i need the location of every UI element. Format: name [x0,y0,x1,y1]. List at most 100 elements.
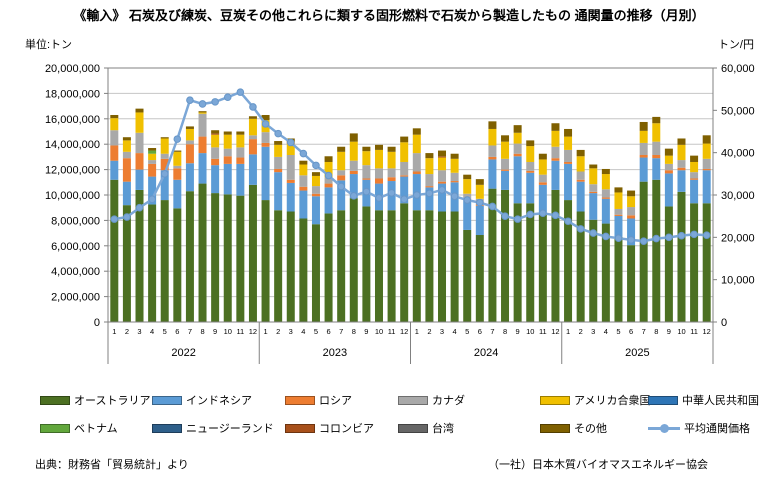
bar-segment [374,210,383,322]
bar-segment [223,148,232,157]
bar-segment [387,151,396,169]
price-line-marker [249,103,257,111]
legend-item-3: ロシア [285,392,352,408]
bar-segment [400,136,409,143]
bar-segment [311,172,320,176]
bar-segment [324,187,333,214]
bar-segment [160,170,169,201]
bar-segment [438,170,447,182]
month-tick-label: 5 [465,327,469,336]
month-tick-label: 3 [137,327,141,336]
bar-segment [274,156,283,169]
bar-segment [639,130,648,143]
bar-segment [387,168,396,178]
legend-item-1: オーストラリア [40,392,150,408]
bar-segment [677,138,686,145]
bar-segment [311,186,320,194]
month-tick-label: 9 [667,327,671,336]
bar-segment [702,203,711,322]
bar-segment [601,174,610,190]
bar-segment [160,137,169,139]
bar-segment [299,218,308,322]
year-tick-label: 2023 [323,347,347,359]
month-tick-label: 7 [642,327,646,336]
price-line-marker [387,189,396,197]
month-tick-label: 8 [503,327,507,336]
legend-item-8: ニュージーランド [152,420,274,436]
bar-segment [110,130,119,146]
month-tick-label: 6 [478,327,482,336]
bar-segment [324,177,333,184]
bar-segment [248,184,257,322]
legend-color-swatch [540,395,570,405]
bar-segment [261,142,270,147]
bar-segment [614,236,623,322]
bar-segment [601,197,610,199]
bar-segment [198,183,207,322]
bar-segment [450,153,459,159]
price-line-marker [602,232,610,241]
month-tick-label: 12 [249,327,257,336]
bar-segment [690,178,699,180]
bar-segment [274,172,283,211]
bar-segment [475,184,484,199]
bar-segment [639,181,648,322]
bar-segment [576,171,585,180]
legend-color-swatch [40,395,70,405]
price-line-marker [463,196,472,204]
bar-segment [211,133,220,135]
left-axis-tick-label: 12,000,000 [45,165,100,177]
bar-segment [702,168,711,171]
bar-segment [311,193,320,197]
bar-segment [148,160,157,164]
bar-segment [702,143,711,159]
right-axis-tick-label: 10,000 [721,275,755,287]
bar-segment [110,114,119,119]
legend-item-2: インドネシア [152,392,252,408]
left-axis-tick-label: 18,000,000 [45,88,100,100]
month-tick-label: 5 [163,327,167,336]
bar-segment [564,163,573,201]
bar-segment [450,211,459,322]
bar-segment [400,176,409,204]
bar-segment [160,158,169,171]
bar-segment [664,173,673,207]
bar-segment [274,168,283,173]
price-line-marker [274,129,282,138]
legend-item-12: 平均通関価格 [648,420,750,436]
bar-segment [412,134,421,154]
bar-segment [337,180,346,211]
bar-segment [160,153,169,159]
month-tick-label: 7 [490,327,494,336]
bar-segment [425,174,434,187]
month-tick-label: 4 [301,327,305,336]
bar-segment [324,161,333,178]
bar-segment [450,172,459,182]
bar-segment [652,123,661,142]
bar-segment [148,148,157,151]
bar-segment [110,160,119,180]
price-line-marker [526,210,535,219]
bar-segment [513,143,522,154]
bar-segment [211,158,220,166]
bar-segment [475,205,484,236]
bar-segment [601,189,610,198]
bar-segment [261,200,270,322]
price-line-marker [160,170,169,178]
right-axis-tick-label: 0 [721,317,727,329]
month-tick-label: 9 [364,327,368,336]
right-axis-unit-label: トン/円 [717,39,754,51]
bar-segment [425,153,434,159]
price-line-marker [690,230,698,239]
bar-segment [601,223,610,322]
left-axis-tick-label: 16,000,000 [45,114,100,126]
bar-segment [576,156,585,172]
bar-segment [274,144,283,157]
bar-segment [614,192,623,209]
bar-segment [501,158,510,170]
price-line-marker [324,171,333,180]
bar-segment [652,154,661,159]
bar-segment [463,200,472,230]
year-tick-label: 2024 [474,347,498,359]
bar-segment [274,141,283,145]
